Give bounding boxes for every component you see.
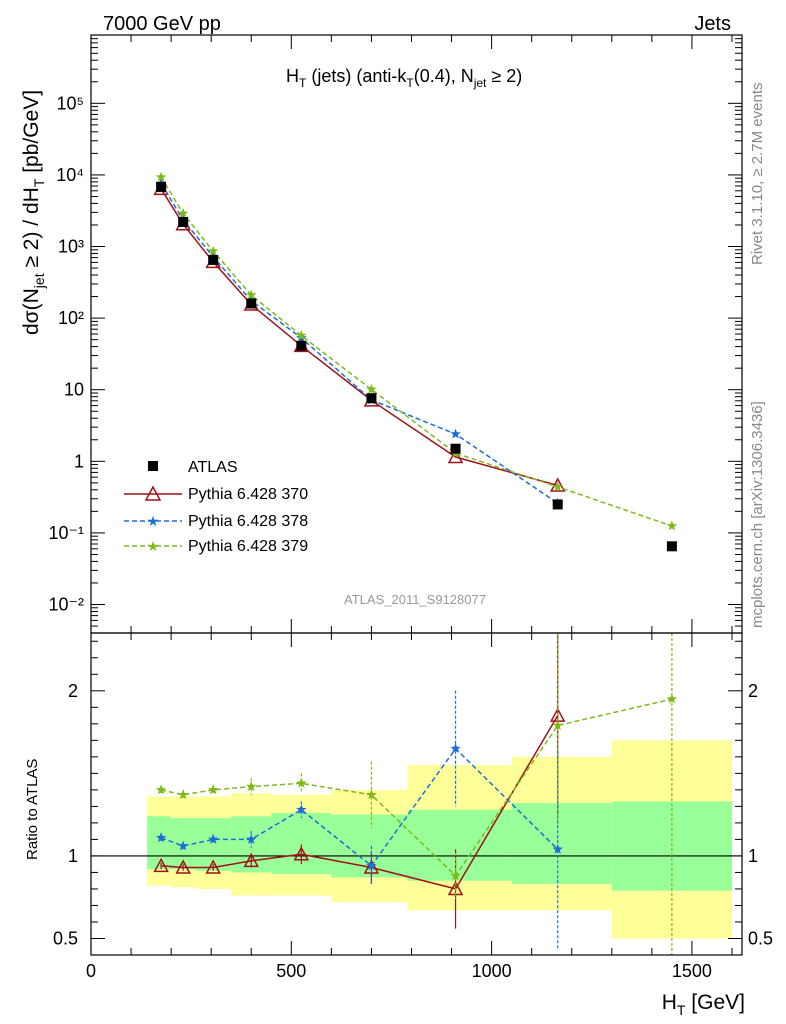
main-line-378 <box>160 183 559 504</box>
ratio-y-tick-label: 0.5 <box>53 928 78 948</box>
main-point-379 <box>366 383 377 394</box>
main-point-atlas <box>156 181 167 192</box>
ratio-band-inner-7 <box>511 803 612 884</box>
ratio-band-inner-0 <box>147 816 172 870</box>
main-point-379 <box>246 289 257 300</box>
ratio-point-379 <box>366 789 377 800</box>
main-point-379 <box>155 171 167 182</box>
ratio-frame <box>90 632 743 956</box>
legend-marker-378: ★ <box>147 513 160 529</box>
ratio-point-370 <box>293 846 310 861</box>
ratio-y-tick-label: 2 <box>68 681 78 701</box>
main-point-atlas <box>666 541 677 552</box>
main-point-atlas <box>208 254 219 265</box>
y-tick-label: 10 <box>64 380 84 400</box>
x-tick-label: 500 <box>276 961 306 981</box>
main-point-379 <box>666 520 678 531</box>
ratio-point-378 <box>177 840 189 851</box>
main-point-370 <box>549 477 566 492</box>
ratio-point-379 <box>552 720 563 730</box>
ratio-plot-data <box>153 633 678 955</box>
ratio-point-378 <box>246 833 257 844</box>
y-tick-label: 1 <box>74 451 84 471</box>
ratio-point-370 <box>205 859 221 874</box>
legend-marker-atlas <box>148 461 158 471</box>
ratio-point-370 <box>175 859 191 874</box>
main-point-atlas <box>296 340 307 351</box>
axis-ticks: 0 500 1000 1500 10⁻² 10⁻¹ 1 10 10² 10³ 10⁴ 10⁵ 0.5 0.… <box>48 34 773 981</box>
x-tick-label: 1000 <box>472 961 512 981</box>
ratio-point-370 <box>153 857 169 873</box>
legend: ATLAS Pythia 6.428 370 ★ Pythia 6.428 37… <box>124 459 308 555</box>
y-tick-label: 10⁵ <box>57 93 84 113</box>
ratio-point-379 <box>246 781 257 791</box>
main-point-379 <box>208 245 219 256</box>
ratio-point-370 <box>243 852 260 868</box>
header-left: 7000 GeV pp <box>103 13 221 35</box>
rivet-label: Rivet 3.1.10, ≥ 2.7M events <box>749 83 766 266</box>
main-ylabel: dσ(Njet ≥ 2) / dHT [pb/GeV] <box>20 90 47 335</box>
ratio-point-379 <box>208 784 219 795</box>
ratio-point-379 <box>177 789 189 800</box>
legend-marker-379: ★ <box>147 538 160 554</box>
ratio-line-378 <box>160 747 559 867</box>
ratio-point-379 <box>155 784 167 795</box>
ratio-ylabel: Ratio to ATLAS <box>24 759 41 860</box>
ratio-point-379 <box>450 870 461 881</box>
legend-label-379: Pythia 6.428 379 <box>188 538 308 555</box>
main-point-atlas <box>246 298 257 309</box>
x-axis-label: HT [GeV] <box>662 991 745 1018</box>
ratio-line-370 <box>161 715 559 890</box>
legend-label-378: Pythia 6.428 378 <box>188 513 308 530</box>
main-point-atlas <box>178 217 189 228</box>
x-tick-label: 1500 <box>672 961 712 981</box>
y-tick-label: 10⁴ <box>56 165 84 185</box>
ratio-y-tick-label-right: 1 <box>748 846 758 866</box>
ratio-band-inner-4 <box>271 812 332 875</box>
main-point-atlas <box>552 499 563 510</box>
plot-title: HT (jets) (anti-kT(0.4), Njet ≥ 2) <box>286 66 522 90</box>
legend-label-370: Pythia 6.428 370 <box>188 486 308 503</box>
main-plot-data <box>153 171 678 552</box>
ratio-point-378 <box>552 843 563 854</box>
main-point-379 <box>296 330 307 340</box>
mcplots-label: mcplots.cern.ch [arXiv:1306.3436] <box>749 401 766 628</box>
analysis-id: ATLAS_2011_S9128077 <box>344 592 486 607</box>
main-line-379 <box>160 176 673 527</box>
ratio-band-inner-2 <box>195 817 232 871</box>
main-point-378 <box>450 428 461 439</box>
legend-marker-370 <box>144 485 162 501</box>
y-tick-label: 10⁻¹ <box>48 523 84 543</box>
y-tick-label: 10³ <box>58 237 84 257</box>
ratio-point-378 <box>296 804 307 815</box>
main-line-370 <box>160 188 558 487</box>
ratio-y-tick-label-right: 2 <box>748 681 758 701</box>
ratio-point-379 <box>666 693 678 704</box>
legend-label-atlas: ATLAS <box>188 459 238 476</box>
main-point-370 <box>447 448 464 464</box>
y-tick-label: 10² <box>58 308 84 328</box>
ratio-y-tick-label-right: 0.5 <box>748 928 773 948</box>
y-tick-label: 10⁻² <box>48 595 84 615</box>
ratio-point-379 <box>296 777 307 788</box>
main-point-379 <box>552 481 563 492</box>
ratio-point-378 <box>450 743 461 753</box>
main-point-atlas <box>450 443 461 454</box>
ratio-point-378 <box>366 860 377 871</box>
main-point-atlas <box>366 393 377 404</box>
x-tick-label: 0 <box>86 961 96 981</box>
main-point-379 <box>177 207 189 218</box>
header-right: Jets <box>694 13 731 35</box>
ratio-point-378 <box>208 833 219 844</box>
ratio-y-tick-label: 1 <box>68 846 78 866</box>
ratio-point-378 <box>155 832 167 843</box>
ratio-line-379 <box>160 698 673 877</box>
